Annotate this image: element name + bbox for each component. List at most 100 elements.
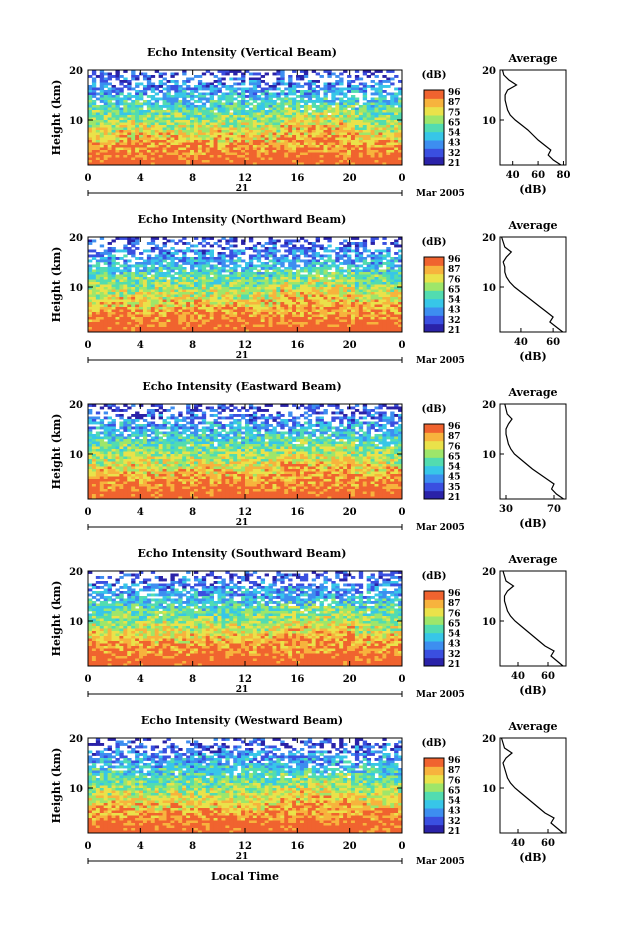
heatmap-cell bbox=[256, 257, 262, 260]
heatmap-cell bbox=[139, 117, 144, 121]
colorbar-segment bbox=[424, 156, 444, 166]
heatmap-cell bbox=[374, 115, 379, 118]
heatmap-cell bbox=[386, 135, 391, 138]
heatmap-cell bbox=[362, 249, 368, 253]
heatmap-cell bbox=[390, 130, 395, 133]
heatmap-cell bbox=[170, 264, 175, 268]
heatmap-cell bbox=[103, 102, 109, 106]
heatmap-cell bbox=[350, 284, 356, 288]
heatmap-cell bbox=[178, 314, 183, 318]
heatmap-cell bbox=[150, 102, 156, 106]
heatmap-cell bbox=[260, 150, 266, 153]
heatmap-cell bbox=[248, 147, 254, 151]
heatmap-cell bbox=[323, 110, 328, 113]
heatmap-cell bbox=[319, 140, 324, 143]
heatmap-cell bbox=[131, 252, 136, 255]
heatmap-cell bbox=[174, 257, 179, 260]
heatmap-cell bbox=[217, 244, 222, 248]
heatmap-cell bbox=[174, 152, 179, 156]
heatmap-cell bbox=[201, 135, 207, 138]
heatmap-cell bbox=[339, 262, 344, 265]
heatmap-cell bbox=[299, 152, 305, 156]
heatmap-cell bbox=[256, 127, 262, 131]
heatmap-cell bbox=[339, 294, 344, 298]
heatmap-cell bbox=[311, 122, 317, 126]
heatmap-cell bbox=[205, 117, 211, 121]
heatmap-cell bbox=[225, 135, 230, 138]
heatmap-cell bbox=[166, 130, 171, 133]
heatmap-cell bbox=[170, 120, 175, 123]
heatmap-cell bbox=[268, 120, 273, 123]
heatmap-cell bbox=[103, 97, 109, 101]
heatmap-cell bbox=[268, 242, 273, 245]
heatmap-cell bbox=[284, 244, 289, 248]
heatmap-cell bbox=[237, 264, 242, 268]
heatmap-cell bbox=[127, 130, 132, 133]
heatmap-cell bbox=[248, 239, 254, 243]
heatmap-cell bbox=[245, 100, 250, 103]
heatmap-cell bbox=[233, 132, 238, 136]
panel-0: Echo Intensity (Vertical Beam)2010Height… bbox=[50, 46, 570, 199]
heatmap-cell bbox=[182, 100, 187, 103]
heatmap-cell bbox=[272, 120, 277, 123]
heatmap-cell bbox=[123, 105, 128, 108]
heatmap-cell bbox=[335, 92, 340, 96]
heatmap-cell bbox=[382, 100, 387, 103]
heatmap-cell bbox=[166, 264, 171, 268]
heatmap-cell bbox=[382, 132, 387, 136]
heatmap-cell bbox=[307, 269, 313, 273]
heatmap-cell bbox=[233, 110, 238, 113]
heatmap-cell bbox=[311, 294, 317, 298]
heatmap-cell bbox=[394, 110, 399, 113]
heatmap-cell bbox=[217, 294, 222, 298]
heatmap-cell bbox=[327, 317, 332, 320]
heatmap-cell bbox=[197, 254, 203, 258]
heatmap-cell bbox=[299, 314, 305, 318]
heatmap-cell bbox=[119, 107, 124, 111]
heatmap-cell bbox=[213, 317, 218, 320]
heatmap-cell bbox=[229, 274, 234, 278]
heatmap-cell bbox=[335, 297, 340, 300]
heatmap-cell bbox=[350, 127, 356, 131]
heatmap-cell bbox=[150, 312, 156, 315]
heatmap-cell bbox=[264, 160, 269, 163]
heatmap-cell bbox=[127, 105, 132, 108]
heatmap-cell bbox=[170, 252, 175, 255]
heatmap-cell bbox=[374, 75, 379, 78]
heatmap-cell bbox=[139, 257, 144, 260]
heatmap-cell bbox=[354, 70, 360, 73]
heatmap-cell bbox=[374, 70, 379, 73]
heatmap-cell bbox=[248, 294, 254, 298]
heatmap-cell bbox=[390, 117, 395, 121]
heatmap-cell bbox=[245, 289, 250, 293]
heatmap-cell bbox=[123, 279, 128, 283]
heatmap-cell bbox=[288, 162, 293, 166]
heatmap-cell bbox=[123, 317, 128, 320]
heatmap-cell bbox=[197, 140, 203, 143]
colorbar-tick-label: 96 bbox=[448, 88, 461, 98]
heatmap-cell bbox=[362, 309, 368, 313]
heatmap-cell bbox=[245, 277, 250, 280]
heatmap-cell bbox=[190, 292, 195, 295]
heatmap-cell bbox=[182, 150, 187, 153]
heatmap-cell bbox=[343, 279, 348, 283]
heatmap-cell bbox=[237, 279, 242, 283]
heatmap-cell bbox=[374, 309, 379, 313]
heatmap-cell bbox=[284, 125, 289, 128]
heatmap-cell bbox=[248, 122, 254, 126]
colorbar-tick-label: 65 bbox=[448, 118, 461, 128]
heatmap-cell bbox=[252, 117, 258, 121]
heatmap-cell bbox=[264, 142, 269, 146]
heatmap-cell bbox=[362, 135, 368, 138]
heatmap-cell bbox=[166, 279, 171, 283]
heatmap-cell bbox=[107, 152, 112, 156]
heatmap-cell bbox=[135, 117, 140, 121]
heatmap-cell bbox=[390, 105, 395, 108]
heatmap-cell bbox=[99, 304, 105, 308]
heatmap-cell bbox=[339, 100, 344, 103]
heatmap-cell bbox=[299, 160, 305, 163]
heatmap-cell bbox=[280, 82, 285, 86]
heatmap-cell bbox=[217, 135, 222, 138]
heatmap-cell bbox=[299, 100, 305, 103]
heatmap-cell bbox=[111, 75, 116, 78]
